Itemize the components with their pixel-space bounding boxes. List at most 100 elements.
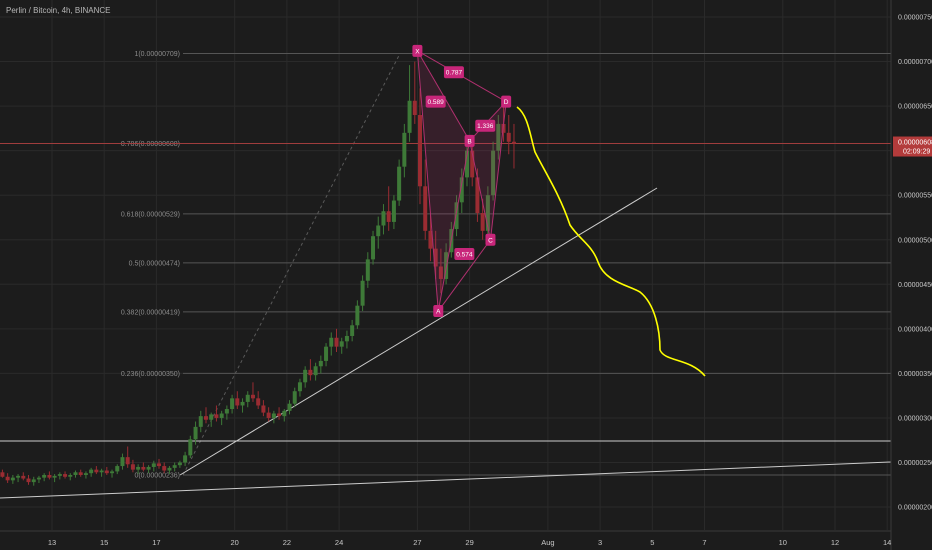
fib-level-label: 1(0.00000709) bbox=[134, 51, 180, 58]
harmonic-ratio-label: 1.336 bbox=[477, 123, 494, 130]
candle-up bbox=[444, 252, 449, 279]
harmonic-pattern: X A B C D 0.589 0.787 0.574 1.336 bbox=[412, 44, 512, 318]
candle-up bbox=[167, 467, 172, 471]
candle-down bbox=[78, 472, 83, 475]
current-price-tag bbox=[893, 136, 932, 157]
candle-up bbox=[151, 463, 156, 467]
candle-up bbox=[324, 346, 329, 361]
time-tick-label: 27 bbox=[413, 538, 421, 547]
candle-up bbox=[198, 416, 203, 427]
candle-up bbox=[99, 470, 104, 473]
price-tick-label: 0.00000250 bbox=[898, 460, 932, 467]
candle-down bbox=[162, 466, 167, 471]
time-tick-label: 14 bbox=[883, 538, 891, 547]
harmonic-ratio-label: 0.787 bbox=[446, 70, 463, 77]
time-axis[interactable]: 13 15 17 20 22 24 27 29 Aug 3 5 7 10 12 14 bbox=[0, 530, 891, 547]
harmonic-ratio-label: 0.589 bbox=[428, 99, 445, 106]
candle-down bbox=[250, 394, 255, 399]
candle-down bbox=[63, 474, 68, 477]
candle-down bbox=[423, 186, 428, 231]
candle-up bbox=[136, 466, 141, 470]
candle-down bbox=[261, 405, 266, 413]
price-tick-label: 0.00000400 bbox=[898, 326, 932, 333]
candle-down bbox=[104, 470, 109, 474]
harmonic-ratio-box bbox=[443, 66, 464, 79]
price-tick-label: 0.00000450 bbox=[898, 282, 932, 289]
candle-down bbox=[334, 337, 339, 347]
candle-up bbox=[313, 366, 318, 376]
harmonic-point-label: C bbox=[488, 237, 493, 244]
candle-down bbox=[125, 457, 130, 465]
candle-down bbox=[0, 472, 5, 477]
candle-up bbox=[376, 225, 381, 237]
candle-down bbox=[203, 416, 208, 420]
candle-down bbox=[480, 213, 485, 231]
candle-up bbox=[339, 341, 344, 347]
price-axis[interactable]: 0.000007500.000007000.000006500.00000600… bbox=[890, 0, 932, 550]
candle-down bbox=[256, 398, 261, 406]
candle-down bbox=[214, 414, 219, 418]
candle-up bbox=[230, 398, 235, 410]
candle-down bbox=[433, 248, 438, 267]
price-tick-label: 0.00000350 bbox=[898, 371, 932, 378]
harmonic-point-box bbox=[501, 95, 512, 108]
candle-up bbox=[407, 100, 412, 133]
candle-up bbox=[292, 391, 297, 404]
candle-down bbox=[475, 177, 480, 214]
projection-curve bbox=[516, 106, 706, 377]
candle-up bbox=[209, 414, 214, 420]
candle-down bbox=[26, 478, 31, 483]
candle-up bbox=[271, 413, 276, 418]
time-tick-label: 15 bbox=[100, 538, 108, 547]
harmonic-ac-line bbox=[437, 239, 491, 312]
candle-down bbox=[412, 100, 417, 116]
candle-up bbox=[344, 335, 349, 342]
time-tick-label: 5 bbox=[650, 538, 654, 547]
candle-up bbox=[402, 132, 407, 167]
candle-down bbox=[386, 211, 391, 222]
candle-up bbox=[193, 426, 198, 440]
candle-up bbox=[365, 259, 370, 281]
candle-down bbox=[266, 412, 271, 418]
candle-up bbox=[491, 150, 496, 196]
candle-down bbox=[511, 141, 516, 144]
time-tick-label: 24 bbox=[335, 538, 343, 547]
harmonic-point-label: B bbox=[467, 138, 471, 145]
current-price-value: 0.00000608 bbox=[898, 140, 932, 147]
time-tick-label: Aug bbox=[541, 538, 554, 547]
candle-down bbox=[277, 413, 282, 417]
harmonic-ratio-label: 0.574 bbox=[456, 252, 473, 259]
time-tick-label: 13 bbox=[48, 538, 56, 547]
candle-down bbox=[5, 476, 10, 481]
time-tick-label: 10 bbox=[779, 538, 787, 547]
candle-up bbox=[391, 200, 396, 222]
candle-down bbox=[47, 474, 52, 478]
price-tick-label: 0.00000750 bbox=[898, 15, 932, 22]
candle-down bbox=[141, 466, 146, 470]
candle-up bbox=[31, 479, 36, 483]
candle-up bbox=[183, 455, 188, 463]
time-tick-label: 3 bbox=[598, 538, 602, 547]
chart-title: Perlin / Bitcoin, 4h, BINANCE bbox=[6, 6, 111, 15]
candle-up bbox=[282, 410, 287, 417]
candle-up bbox=[318, 360, 323, 367]
harmonic-point-label: D bbox=[504, 99, 509, 106]
harmonic-point-box bbox=[464, 134, 475, 147]
candle-up bbox=[188, 439, 193, 456]
harmonic-ratio-box bbox=[425, 95, 446, 108]
candle-down bbox=[21, 475, 26, 479]
harmonic-point-label: A bbox=[436, 309, 441, 316]
candle-up bbox=[219, 413, 224, 418]
candle-up bbox=[16, 475, 21, 478]
candle-up bbox=[177, 462, 182, 466]
candle-up bbox=[120, 457, 125, 467]
price-tick-label: 0.00000650 bbox=[898, 104, 932, 111]
candles bbox=[0, 61, 516, 486]
trendlines bbox=[0, 187, 892, 499]
harmonic-point-box bbox=[433, 305, 444, 318]
time-tick-label: 7 bbox=[702, 538, 706, 547]
current-price-countdown: 02:09:29 bbox=[903, 149, 930, 156]
candle-down bbox=[470, 150, 475, 178]
candle-up bbox=[42, 474, 47, 478]
